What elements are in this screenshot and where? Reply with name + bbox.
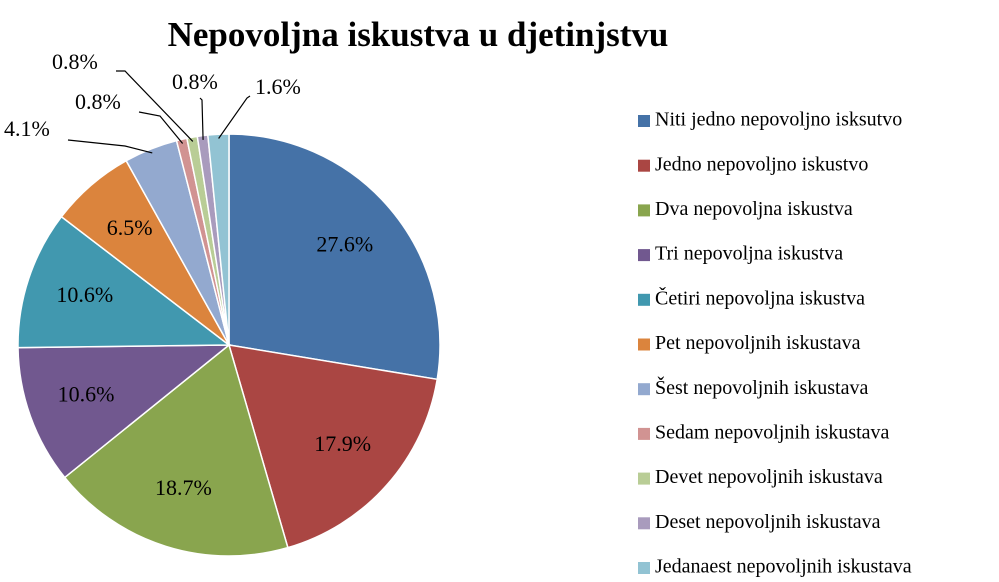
legend-swatch bbox=[638, 517, 650, 530]
data-label: 0.8% bbox=[75, 89, 121, 114]
legend-label: Jedno nepovoljno iskustvo bbox=[655, 153, 868, 175]
data-label: 6.5% bbox=[107, 215, 153, 240]
legend-swatch bbox=[638, 338, 650, 351]
data-label: 0.8% bbox=[172, 69, 218, 94]
legend-swatch bbox=[638, 427, 650, 440]
leader-line bbox=[218, 95, 251, 139]
legend-label: Sedam nepovoljnih iskustava bbox=[655, 421, 890, 443]
chart-title: Nepovoljna iskustva u djetinjstvu bbox=[168, 15, 669, 54]
leader-line bbox=[138, 111, 184, 144]
pie-slice bbox=[228, 133, 441, 381]
legend-swatch bbox=[638, 562, 650, 574]
pie-slice bbox=[17, 215, 232, 349]
data-label: 27.6% bbox=[316, 232, 373, 257]
legend-swatch bbox=[638, 472, 650, 485]
data-label: 1.6% bbox=[255, 74, 301, 99]
pie-slice bbox=[227, 344, 439, 549]
leader-line bbox=[67, 139, 153, 154]
legend-swatch bbox=[638, 249, 650, 262]
legend-label: Tri nepovoljna iskustva bbox=[655, 243, 843, 265]
leader-line bbox=[116, 70, 194, 142]
leader-line bbox=[199, 97, 204, 140]
legend-label: Niti jedno nepovoljno isksutvo bbox=[655, 109, 902, 131]
pie-slice bbox=[17, 344, 232, 479]
data-label: 10.6% bbox=[58, 382, 115, 407]
data-label: 4.1% bbox=[4, 116, 50, 141]
legend-label: Jedanaest nepovoljnih iskustava bbox=[655, 556, 912, 578]
legend-swatch bbox=[638, 115, 650, 127]
data-label: 17.9% bbox=[314, 431, 371, 456]
pie-slice bbox=[63, 343, 289, 557]
legend-swatch bbox=[638, 383, 650, 396]
data-label: 0.8% bbox=[52, 49, 98, 74]
legend-label: Devet nepovoljnih iskustava bbox=[655, 466, 883, 488]
legend-label: Dva nepovoljna iskustva bbox=[655, 198, 853, 220]
legend-label: Četiri nepovoljna iskustva bbox=[655, 285, 865, 309]
data-label: 18.7% bbox=[155, 475, 212, 500]
legend-label: Šest nepovoljnih iskustava bbox=[655, 375, 868, 399]
legend-label: Deset nepovoljnih iskustava bbox=[655, 511, 881, 533]
data-label: 10.6% bbox=[56, 282, 113, 307]
pie-slice bbox=[207, 133, 230, 346]
legend-label: Pet nepovoljnih iskustava bbox=[655, 332, 861, 354]
legend-swatch bbox=[638, 293, 650, 306]
legend-swatch bbox=[638, 159, 650, 172]
legend-swatch bbox=[638, 204, 650, 217]
